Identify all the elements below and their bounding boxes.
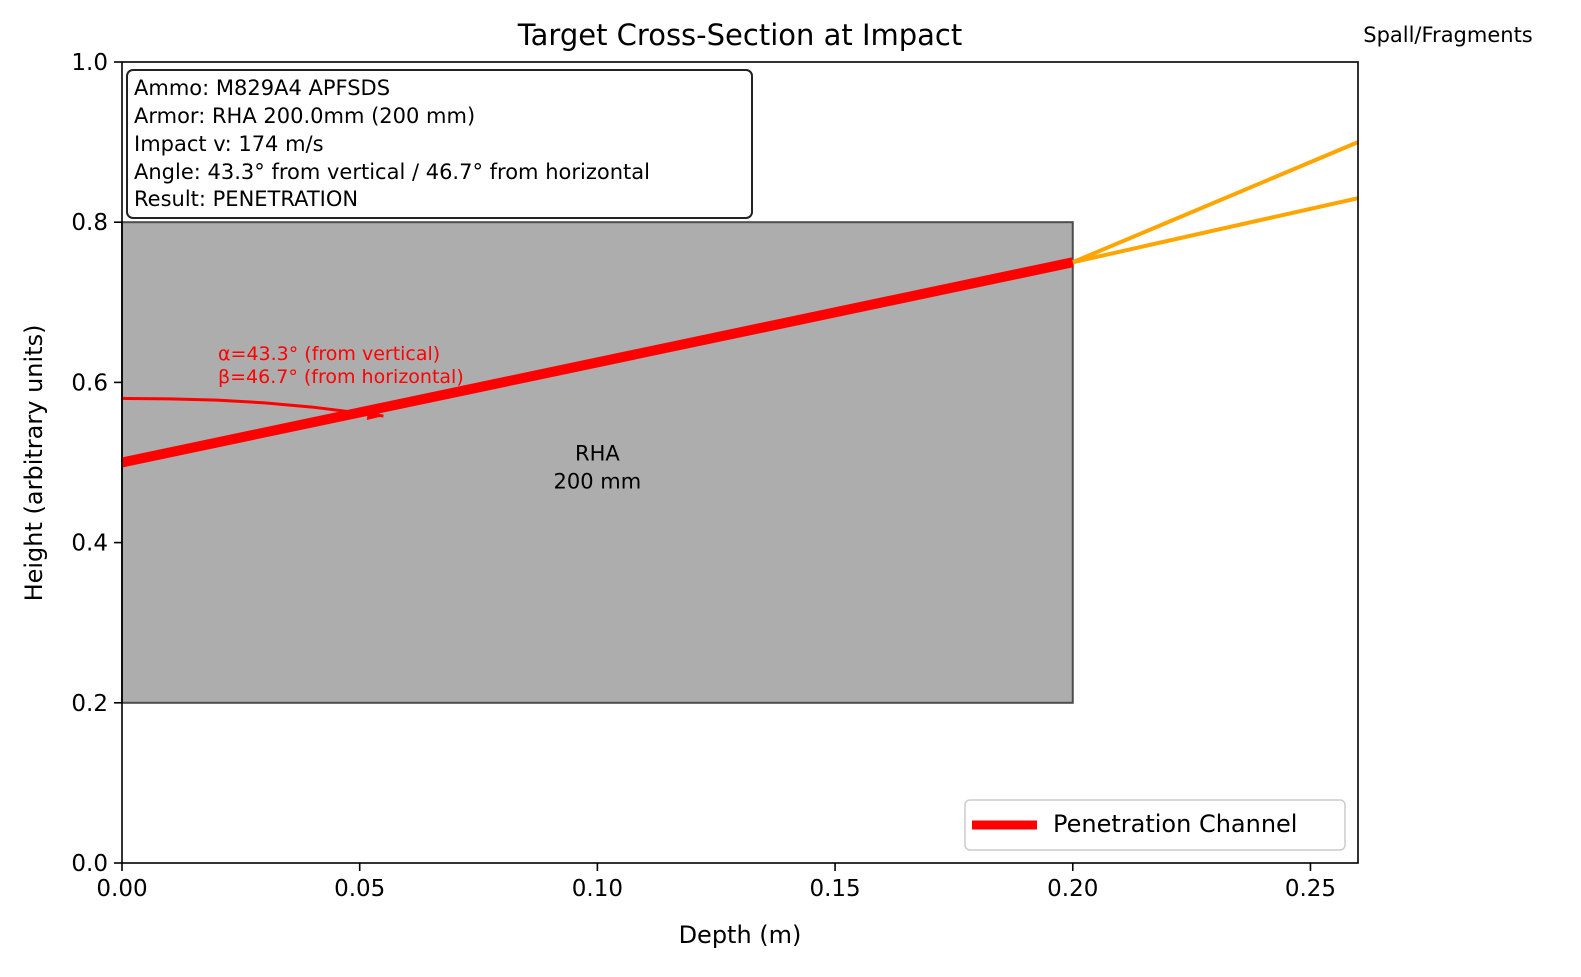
y-tick-label: 0.2 xyxy=(71,691,108,717)
x-axis-label: Depth (m) xyxy=(679,921,802,949)
y-tick-label: 0.6 xyxy=(71,370,108,396)
angle-label-beta: β=46.7° (from horizontal) xyxy=(218,366,464,388)
armor-block xyxy=(121,221,1074,704)
angle-label-alpha: α=43.3° (from vertical) xyxy=(218,343,440,365)
angle-arc-arrowhead xyxy=(366,408,384,420)
penetration-channel-line xyxy=(120,257,1074,468)
y-tick-label: 0.8 xyxy=(71,210,108,236)
x-tick-label: 0.20 xyxy=(1047,876,1098,902)
y-tick-label: 0.4 xyxy=(71,531,108,557)
y-tick-label: 0.0 xyxy=(71,851,108,877)
spall-line-2 xyxy=(1072,196,1359,265)
legend-label-penetration: Penetration Channel xyxy=(1053,810,1297,838)
chart-title: Target Cross-Section at Impact xyxy=(517,18,963,52)
spall-label: Spall/Fragments xyxy=(1363,23,1533,47)
armor-label-thickness: 200 mm xyxy=(554,470,642,494)
armor-label-material: RHA xyxy=(575,442,620,466)
info-armor: Armor: RHA 200.0mm (200 mm) xyxy=(134,104,475,128)
x-tick-label: 0.15 xyxy=(809,876,860,902)
y-axis-label: Height (arbitrary units) xyxy=(20,325,48,602)
info-box-frame xyxy=(126,69,753,219)
y-tick-label: 1.0 xyxy=(71,50,108,76)
info-result: Result: PENETRATION xyxy=(134,187,358,211)
info-box: Ammo: M829A4 APFSDS Armor: RHA 200.0mm (… xyxy=(126,69,753,219)
legend-frame xyxy=(964,799,1346,851)
angle-arc xyxy=(121,396,384,418)
x-tick-label: 0.05 xyxy=(334,876,385,902)
info-impact-velocity: Impact v: 174 m/s xyxy=(134,132,324,156)
x-tick-label: 0.25 xyxy=(1285,876,1336,902)
info-angle: Angle: 43.3° from vertical / 46.7° from … xyxy=(134,160,650,184)
spall-line-1 xyxy=(1071,140,1359,265)
x-tick-label: 0.10 xyxy=(572,876,623,902)
axes-frame xyxy=(121,61,1359,864)
x-tick-label: 0.00 xyxy=(96,876,147,902)
info-ammo: Ammo: M829A4 APFSDS xyxy=(134,76,390,100)
legend: Penetration Channel xyxy=(964,799,1346,851)
